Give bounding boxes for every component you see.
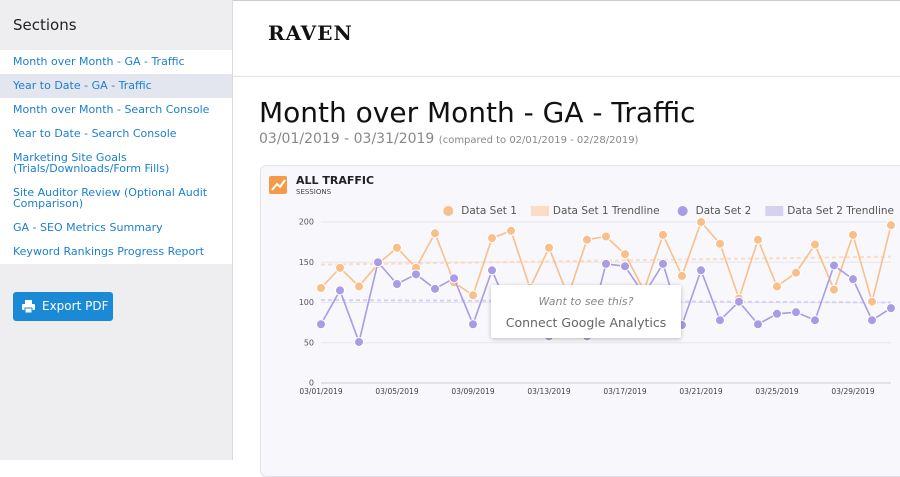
sidebar-heading: Sections (13, 16, 77, 34)
export-label: Export PDF (42, 299, 109, 313)
section-link[interactable]: GA - SEO Metrics Summary (13, 221, 163, 234)
data-point (354, 336, 364, 347)
data-point (772, 308, 782, 319)
x-tick-label: 03/13/2019 (527, 387, 570, 396)
data-point (867, 315, 877, 326)
data-point (373, 257, 383, 268)
y-tick-label: 150 (299, 258, 314, 267)
data-point (810, 315, 820, 326)
section-link[interactable]: Site Auditor Review (Optional Audit Comp… (13, 186, 208, 210)
data-point (468, 319, 478, 330)
data-point (506, 225, 516, 236)
data-point (886, 220, 896, 231)
data-point (791, 267, 801, 278)
section-link[interactable]: Month over Month - GA - Traffic (13, 55, 185, 68)
printer-icon (22, 300, 35, 313)
data-point (392, 278, 402, 289)
data-point (848, 274, 858, 285)
data-point (601, 231, 611, 242)
data-point (544, 242, 554, 253)
data-point (734, 296, 744, 307)
data-point (582, 234, 592, 245)
legend-label: Data Set 1 Trendline (553, 205, 660, 217)
y-tick-label: 0 (309, 379, 314, 388)
legend-swatch (530, 206, 549, 216)
section-link[interactable]: Year to Date - Search Console (13, 127, 177, 140)
data-point (430, 228, 440, 239)
data-point (753, 234, 763, 245)
sidebar: Sections Month over Month - GA - Traffic… (0, 0, 233, 460)
data-point (620, 261, 630, 272)
logo: RAVEN (268, 21, 353, 45)
data-point (449, 273, 459, 284)
data-point (772, 281, 782, 292)
section-list: Month over Month - GA - Traffic Year to D… (0, 50, 232, 264)
report-title: Month over Month - GA - Traffic (259, 96, 696, 129)
data-point (468, 290, 478, 301)
connect-overlay[interactable]: Want to see this? Connect Google Analyti… (491, 285, 681, 338)
data-point (601, 258, 611, 269)
section-link[interactable]: Year to Date - GA - Traffic (0, 74, 232, 98)
data-point (810, 239, 820, 250)
export-button[interactable]: Export PDF (13, 292, 113, 321)
chart-subtitle: SESSIONS (296, 188, 332, 196)
data-point (316, 319, 326, 330)
date-range: 03/01/2019 - 03/31/2019 (259, 131, 435, 147)
x-tick-label: 03/09/2019 (451, 387, 494, 396)
data-point (316, 283, 326, 294)
data-point (335, 262, 345, 273)
data-point (696, 217, 706, 227)
data-point (392, 242, 402, 253)
section-link[interactable]: Marketing Site Goals (Trials/Downloads/F… (13, 151, 170, 175)
data-point (886, 303, 896, 314)
data-point (658, 229, 668, 240)
x-tick-label: 03/01/2019 (299, 387, 342, 396)
x-tick-label: 03/29/2019 (831, 387, 874, 396)
data-point (430, 283, 440, 294)
chart-icon-line (271, 179, 286, 191)
x-tick-label: 03/05/2019 (375, 387, 418, 396)
overlay-prompt: Want to see this? (538, 295, 634, 308)
data-point (487, 265, 497, 276)
data-point (487, 233, 497, 244)
legend-swatch (677, 206, 688, 216)
x-tick-label: 03/17/2019 (603, 387, 646, 396)
x-tick-label: 03/21/2019 (679, 387, 722, 396)
data-point (335, 285, 345, 296)
section-link[interactable]: Month over Month - Search Console (13, 103, 210, 116)
data-point (677, 270, 687, 281)
data-point (658, 258, 668, 269)
top-bar: RAVEN (233, 0, 900, 77)
legend-swatch (765, 206, 784, 216)
section-link[interactable]: Keyword Rankings Progress Report (13, 245, 205, 258)
legend-label: Data Set 1 (461, 205, 517, 217)
data-point (791, 307, 801, 318)
comparison: (compared to 02/01/2019 - 02/28/2019) (438, 135, 639, 146)
x-tick-label: 03/25/2019 (755, 387, 798, 396)
data-point (848, 229, 858, 240)
report-dates: 03/01/2019 - 03/31/2019 (compared to 02/… (259, 131, 638, 147)
data-point (354, 281, 364, 292)
data-point (411, 269, 421, 280)
data-point (620, 249, 630, 260)
data-point (753, 319, 763, 330)
data-point (696, 265, 706, 276)
y-tick-label: 100 (299, 298, 314, 307)
data-point (829, 284, 839, 295)
y-tick-label: 200 (299, 218, 314, 227)
legend-swatch (443, 206, 454, 216)
legend-label: Data Set 2 Trendline (787, 205, 894, 217)
data-point (715, 238, 725, 249)
chart-title: ALL TRAFFIC (296, 174, 374, 187)
overlay-action[interactable]: Connect Google Analytics (505, 315, 667, 330)
legend-label: Data Set 2 (696, 205, 752, 217)
data-point (867, 296, 877, 307)
y-tick-label: 50 (304, 338, 314, 347)
data-point (715, 315, 725, 326)
data-point (829, 260, 839, 271)
